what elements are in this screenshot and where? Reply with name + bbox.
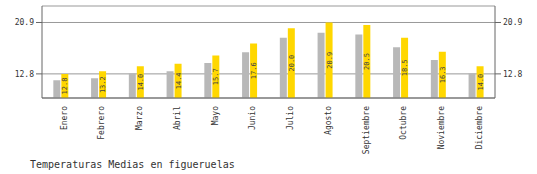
svg-text:Agosto: Agosto [324, 106, 333, 135]
svg-text:13.2: 13.2 [99, 76, 107, 93]
svg-text:Marzo: Marzo [135, 106, 144, 130]
svg-text:12.8: 12.8 [61, 78, 69, 95]
svg-text:14.0: 14.0 [477, 74, 485, 91]
svg-text:20.5: 20.5 [363, 53, 371, 70]
svg-text:18.5: 18.5 [401, 59, 409, 76]
svg-text:Octubre: Octubre [399, 106, 408, 140]
svg-text:Diciembre: Diciembre [475, 106, 484, 150]
svg-text:Julio: Julio [286, 106, 295, 130]
svg-text:14.4: 14.4 [175, 72, 183, 89]
svg-text:Junio: Junio [248, 106, 257, 130]
svg-text:12.8: 12.8 [503, 70, 522, 79]
svg-text:Enero: Enero [60, 106, 69, 130]
svg-text:17.6: 17.6 [250, 62, 258, 79]
svg-text:20.9: 20.9 [15, 18, 34, 27]
svg-text:Abril: Abril [173, 106, 182, 130]
svg-text:20.9: 20.9 [326, 52, 334, 69]
svg-text:15.7: 15.7 [212, 68, 220, 85]
svg-text:16.3: 16.3 [439, 66, 447, 83]
svg-text:Febrero: Febrero [97, 106, 106, 140]
svg-text:Mayo: Mayo [211, 106, 220, 125]
html-text:Temperaturas Medias en figueru: Temperaturas Medias en figueruelas [30, 159, 235, 170]
svg-text:14.0: 14.0 [137, 74, 145, 91]
svg-text:12.8: 12.8 [15, 70, 34, 79]
svg-text:20.9: 20.9 [503, 18, 522, 27]
svg-text:Noviembre: Noviembre [437, 106, 446, 150]
svg-text:Septiembre: Septiembre [362, 106, 371, 154]
svg-text:20.0: 20.0 [288, 55, 296, 72]
